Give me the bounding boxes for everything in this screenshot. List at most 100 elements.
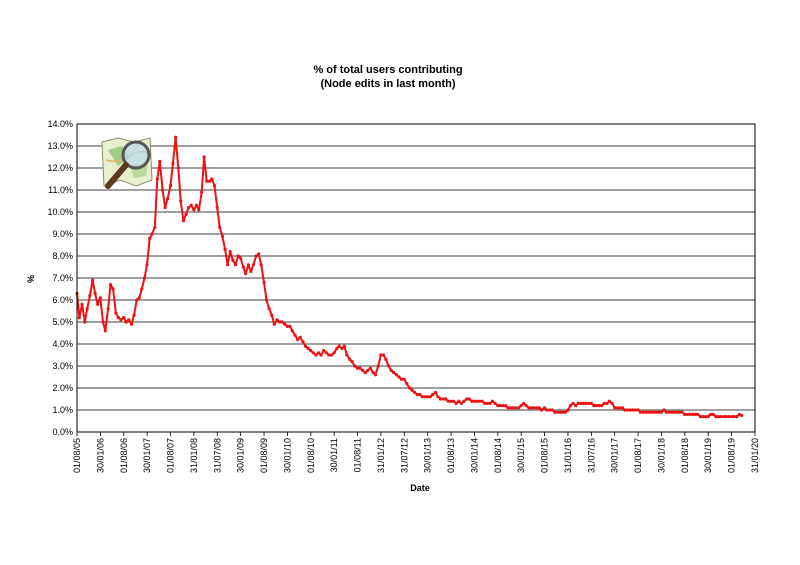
- data-point: [675, 410, 679, 414]
- data-point: [719, 415, 723, 419]
- data-point: [215, 206, 219, 210]
- data-point: [363, 371, 367, 375]
- data-point: [457, 399, 461, 403]
- data-point: [519, 404, 523, 408]
- data-point: [625, 408, 630, 412]
- x-tick-label: 31/01/08: [189, 438, 199, 473]
- data-point: [306, 346, 310, 350]
- x-tick-label: 31/01/12: [376, 438, 386, 473]
- data-point: [644, 410, 648, 414]
- data-point: [485, 401, 489, 405]
- y-tick-label: 12.0%: [47, 163, 73, 173]
- data-point: [283, 322, 287, 326]
- data-point: [652, 410, 656, 414]
- data-point: [618, 406, 622, 410]
- data-point: [345, 353, 349, 357]
- data-point: [111, 287, 115, 291]
- data-point: [314, 353, 318, 357]
- data-point: [389, 368, 393, 372]
- data-point: [704, 415, 708, 419]
- data-point: [493, 401, 497, 405]
- data-point: [158, 159, 162, 163]
- y-tick-label: 9.0%: [52, 229, 73, 239]
- data-point: [677, 410, 682, 414]
- data-point: [415, 393, 419, 397]
- data-point: [636, 408, 640, 412]
- data-point: [194, 203, 198, 207]
- data-point: [444, 397, 448, 401]
- data-point: [207, 179, 212, 183]
- data-point: [218, 225, 222, 229]
- x-tick-label: 30/01/17: [610, 438, 620, 473]
- x-tick-label: 31/07/08: [212, 438, 222, 473]
- x-tick-label: 31/07/12: [399, 438, 409, 473]
- x-tick-label: 01/08/19: [727, 438, 737, 473]
- data-point: [233, 263, 237, 267]
- data-point: [683, 412, 687, 416]
- data-point: [659, 410, 664, 414]
- data-point: [664, 410, 669, 414]
- data-point: [730, 415, 734, 419]
- data-point: [563, 410, 567, 414]
- data-point: [322, 349, 326, 353]
- data-point: [106, 307, 110, 311]
- data-point: [680, 410, 684, 414]
- data-point: [477, 399, 481, 403]
- data-point: [272, 322, 276, 326]
- data-point: [529, 406, 533, 410]
- data-point: [392, 371, 396, 375]
- data-point: [592, 404, 596, 408]
- y-tick-label: 14.0%: [47, 119, 73, 129]
- data-point: [145, 263, 149, 267]
- data-point: [246, 263, 250, 267]
- data-point: [329, 353, 334, 357]
- data-point: [132, 313, 136, 317]
- y-tick-label: 1.0%: [52, 405, 73, 415]
- data-point: [355, 366, 360, 370]
- data-point: [150, 232, 154, 236]
- data-point: [301, 340, 305, 344]
- data-point: [610, 401, 614, 405]
- x-tick-label: 31/01/20: [750, 438, 760, 473]
- data-point: [540, 408, 544, 412]
- y-tick-label: 7.0%: [52, 273, 73, 283]
- data-point: [558, 410, 562, 414]
- data-point: [327, 353, 331, 357]
- data-point: [654, 410, 658, 414]
- data-point: [462, 399, 466, 403]
- data-point: [465, 397, 469, 401]
- data-point: [475, 399, 479, 403]
- data-point: [670, 410, 674, 414]
- data-point: [296, 338, 300, 342]
- data-point: [184, 212, 188, 216]
- y-tick-label: 6.0%: [52, 295, 73, 305]
- data-point: [361, 368, 365, 372]
- data-point: [140, 287, 144, 291]
- data-point: [205, 179, 209, 183]
- y-tick-label: 11.0%: [48, 185, 73, 195]
- data-point: [597, 404, 601, 408]
- data-point: [335, 346, 339, 350]
- data-point: [685, 412, 689, 416]
- data-point: [633, 408, 637, 412]
- data-point: [244, 272, 248, 276]
- x-tick-label: 30/01/15: [516, 438, 526, 473]
- data-point: [293, 333, 297, 337]
- x-tick-label: 01/08/13: [446, 438, 456, 473]
- data-point: [428, 395, 432, 399]
- data-point: [589, 401, 593, 405]
- x-tick-label: 30/01/06: [95, 438, 105, 473]
- data-point: [628, 408, 632, 412]
- data-point: [420, 395, 424, 399]
- x-tick-label: 01/08/07: [166, 438, 176, 473]
- data-point: [317, 351, 321, 355]
- data-point: [579, 401, 583, 405]
- data-point: [722, 415, 726, 419]
- data-point: [407, 386, 412, 390]
- data-point: [555, 410, 560, 414]
- data-point: [571, 401, 575, 405]
- data-point: [96, 302, 100, 306]
- data-point: [649, 410, 653, 414]
- data-point: [472, 399, 476, 403]
- y-tick-label: 10.0%: [47, 207, 73, 217]
